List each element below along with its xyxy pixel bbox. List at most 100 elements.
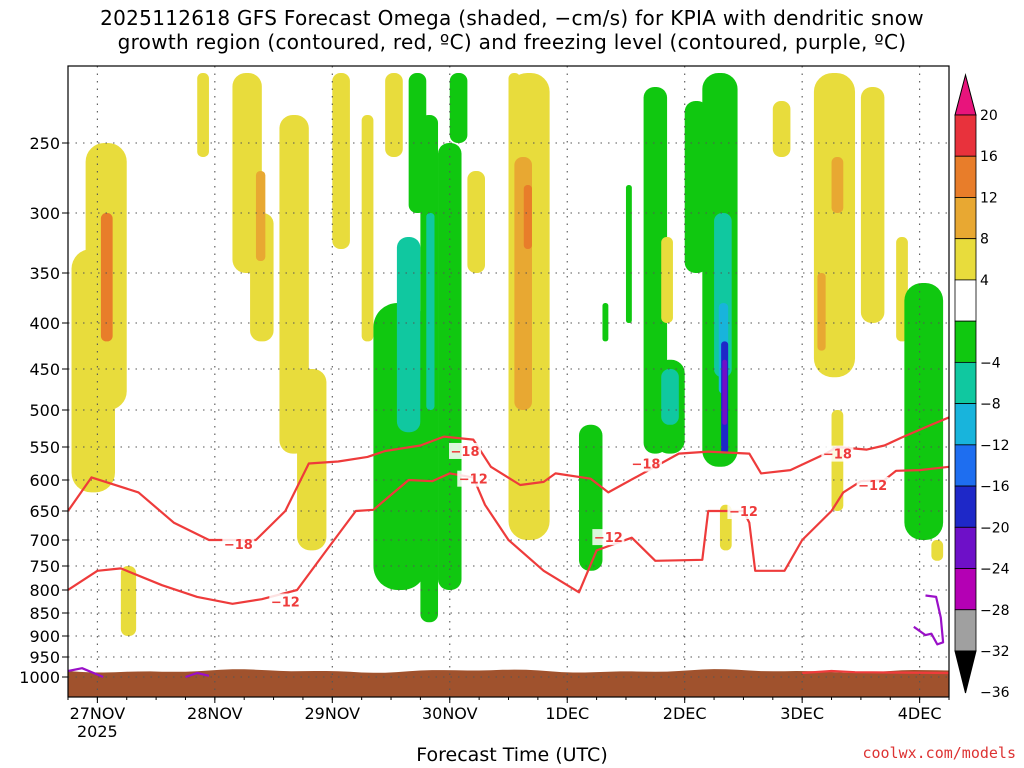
colorbar-cell [954, 155, 977, 198]
omega-shading [71, 73, 944, 636]
y-tick-label: 650 [29, 502, 60, 521]
contour-label-bg [592, 529, 625, 546]
colorbar-cell [954, 485, 977, 528]
contour-label-bg [269, 593, 302, 610]
colorbar-label: −24 [980, 562, 1010, 578]
contour-label-bg [449, 442, 482, 459]
omega-region-green [625, 185, 632, 323]
colorbar-label: −36 [980, 685, 1010, 701]
x-tick-label: 2DEC [663, 704, 707, 723]
colorbar-label: −16 [980, 479, 1010, 495]
colorbar-label: −8 [980, 397, 1001, 413]
contour-label: −18 [823, 448, 852, 463]
omega-region-yellow [931, 540, 944, 561]
x-tick-sublabel: 2025 [77, 722, 118, 741]
y-tick-label: 850 [29, 604, 60, 623]
omega-region-yellow [385, 73, 403, 157]
colorbar-label: 8 [980, 232, 989, 248]
y-tick-label: 900 [29, 627, 60, 646]
contour-label: −12 [459, 473, 488, 488]
omega-region-yellow [197, 73, 209, 157]
omega-region-yellow [661, 237, 673, 323]
y-tick-label: 600 [29, 471, 60, 490]
contour-label: −12 [858, 479, 887, 494]
contour-label-bg [457, 470, 490, 487]
y-tick-label: 750 [29, 557, 60, 576]
omega-region-yellow [860, 87, 885, 323]
colorbar-cell [954, 526, 977, 569]
colorbar-label: −4 [980, 355, 1001, 371]
colorbar-cell [954, 609, 977, 652]
omega-region-orange [831, 157, 844, 213]
colorbar-cell [954, 320, 977, 363]
x-tick-label: 3DEC [780, 704, 824, 723]
contour-label-bg [222, 536, 255, 553]
contour-label-bg [821, 445, 854, 462]
colorbar-label: 20 [980, 108, 998, 124]
omega-region-yellow [120, 566, 137, 636]
colorbar-cell [954, 197, 977, 240]
contour-label: −18 [451, 445, 480, 460]
x-axis-title: Forecast Time (UTC) [416, 744, 608, 766]
omega-region-yellow [508, 73, 521, 101]
colorbar-label: −32 [980, 644, 1010, 660]
surface-terrain [68, 669, 949, 697]
contour-freezing-level-right [913, 594, 945, 646]
colorbar: 20 16 12 8 4 −4 −8 −12 −16 −20 −24 −28 −32 −36 [954, 73, 1010, 701]
grid-lines [68, 66, 949, 697]
contour-label: −12 [594, 531, 623, 546]
credit-link[interactable]: coolwx.com/models [862, 744, 1016, 762]
contour-label-bg [727, 503, 760, 519]
y-tick-label: 450 [29, 360, 60, 379]
omega-region-green [643, 87, 668, 454]
y-axis: 250 300 350 400 450 500 550 600 650 700 750 800 850 9… [19, 134, 68, 687]
x-tick-label: 28NOV [187, 704, 243, 723]
omega-region-orange [817, 273, 826, 351]
colorbar-cell [954, 114, 977, 157]
x-tick-label: 4DEC [898, 704, 942, 723]
omega-region-yellow [361, 115, 374, 342]
y-tick-label: 800 [29, 581, 60, 600]
y-tick-label: 700 [29, 531, 60, 550]
chart-title-line-1: 2025112618 GFS Forecast Omega (shaded, −… [100, 6, 924, 30]
omega-region-green [904, 283, 944, 540]
x-tick-label: 1DEC [545, 704, 589, 723]
contour-label-bg [856, 476, 889, 493]
y-tick-label: 550 [29, 438, 60, 457]
y-tick-label: 300 [29, 204, 60, 223]
omega-region-yellow [467, 171, 486, 273]
y-tick-label: 1000 [19, 668, 60, 687]
omega-region-purple [722, 359, 727, 425]
colorbar-cell [954, 279, 977, 322]
chart-title-line-2: growth region (contoured, red, ºC) and f… [117, 30, 907, 54]
colorbar-label: 4 [980, 273, 989, 289]
colorbar-cell [954, 444, 977, 487]
contour-dendritic-minus12 [68, 465, 949, 605]
contour-label: −18 [224, 538, 253, 553]
colorbar-label: 12 [980, 190, 998, 206]
contour-label: −12 [729, 505, 758, 520]
y-tick-label: 950 [29, 648, 60, 667]
colorbar-cell [954, 403, 977, 446]
ground-surface [68, 669, 949, 697]
x-tick-label: 27NOV [70, 704, 126, 723]
chart-title: 2025112618 GFS Forecast Omega (shaded, −… [0, 6, 1024, 54]
omega-region-yellow [772, 101, 791, 157]
x-tick-label: 29NOV [305, 704, 361, 723]
contour-freezing-level-mid [185, 671, 210, 679]
omega-region-green [449, 73, 468, 143]
contour-dendritic-surface-right [802, 669, 949, 675]
contour-label: −12 [271, 596, 300, 611]
omega-region-teal [426, 213, 435, 410]
omega-region-yellow [297, 369, 327, 551]
contour-freezing-level-left [68, 667, 104, 679]
omega-region-dorange [523, 185, 532, 249]
omega-region-orange [255, 171, 266, 261]
colorbar-bottom-arrow [954, 650, 977, 694]
colorbar-cell [954, 568, 977, 611]
contours: −18 −18 −18 −18 −12 −12 −12 −12 −12 [68, 416, 949, 679]
contour-label-bg [629, 455, 662, 472]
omega-region-teal [396, 237, 421, 433]
